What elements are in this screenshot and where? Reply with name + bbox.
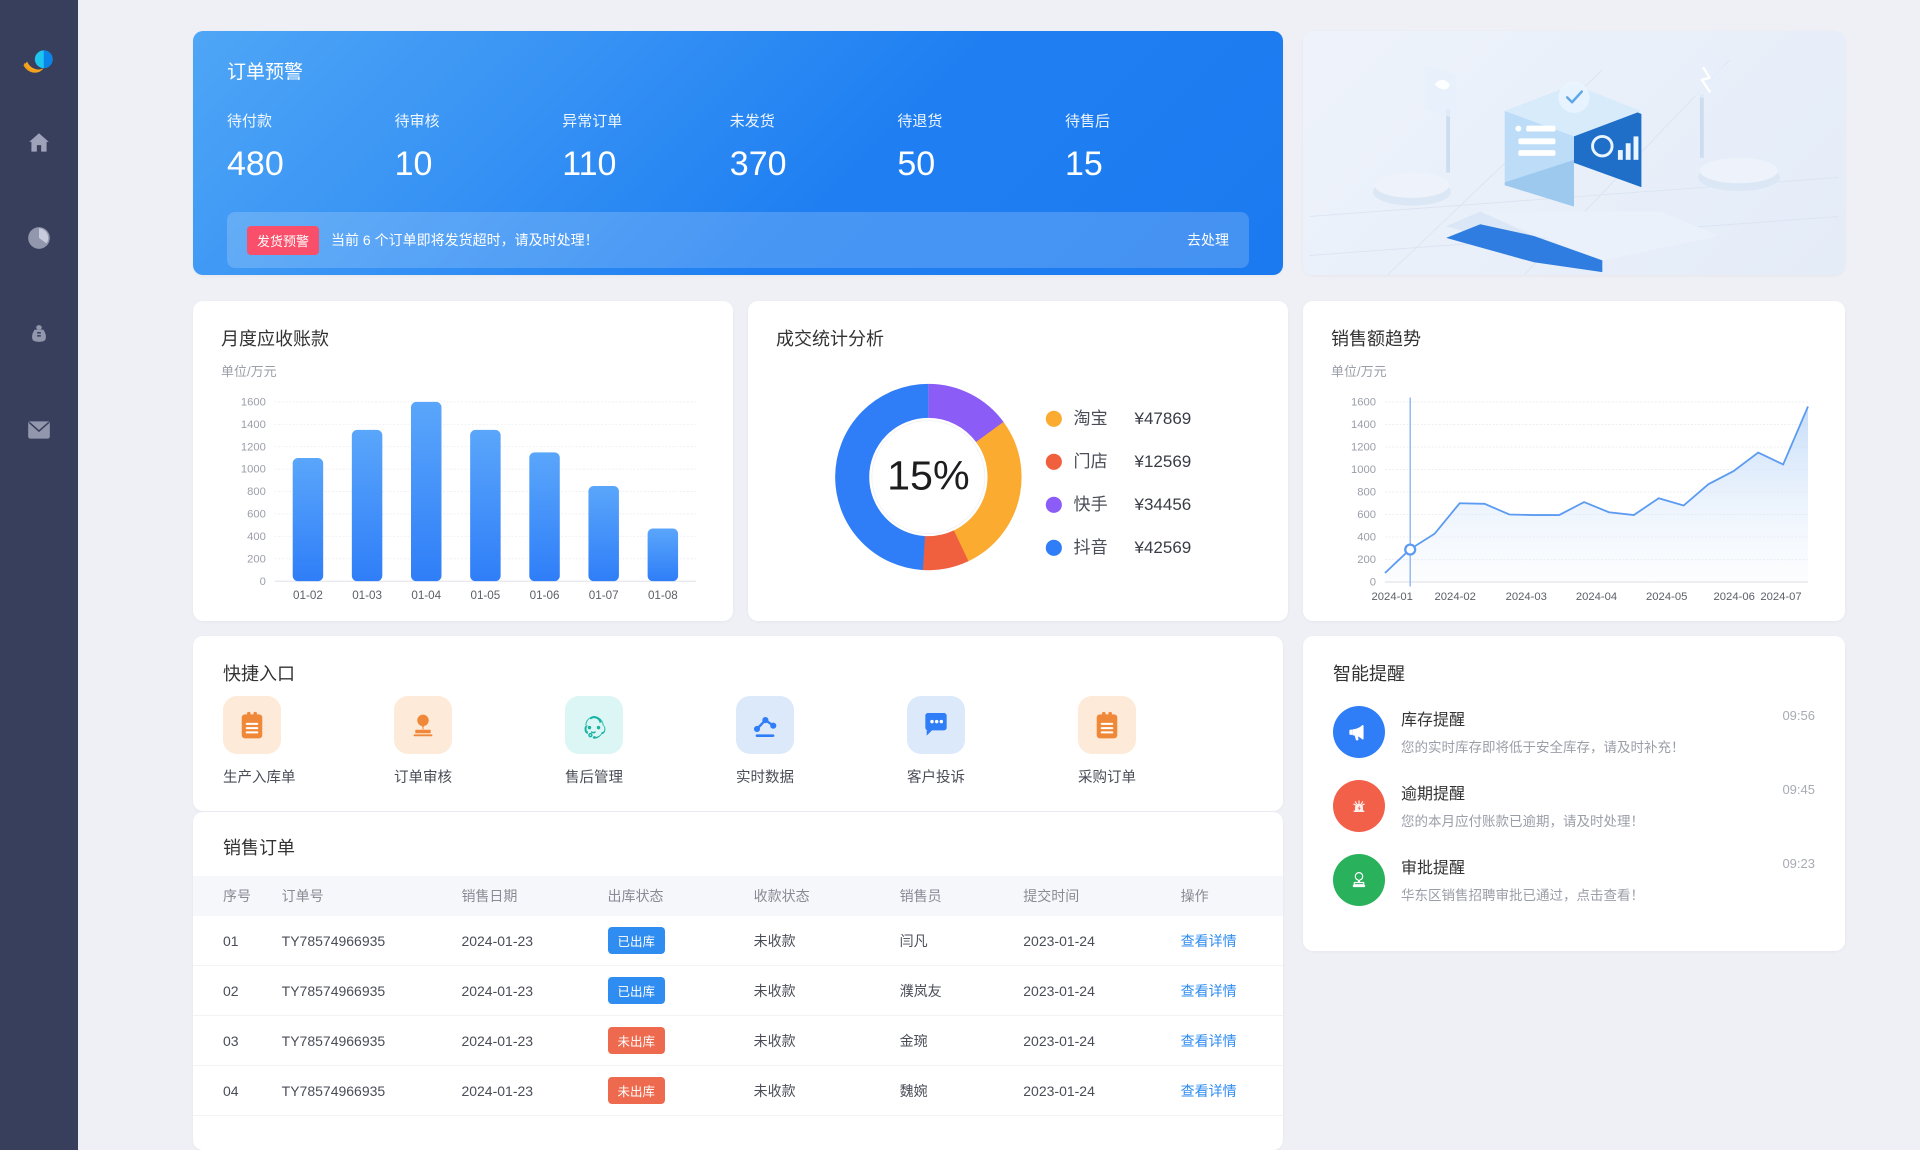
svg-text:01-03: 01-03	[352, 589, 382, 602]
svg-text:01-05: 01-05	[470, 589, 500, 602]
svg-text:0: 0	[1370, 577, 1376, 589]
svg-text:¥12569: ¥12569	[1133, 452, 1191, 471]
svg-text:2024-06: 2024-06	[1714, 591, 1755, 603]
svg-text:400: 400	[1357, 532, 1376, 544]
svg-text:2024-02: 2024-02	[1435, 591, 1476, 603]
svg-text:1600: 1600	[241, 397, 266, 409]
svg-text:1400: 1400	[1351, 419, 1376, 431]
svg-text:2024-05: 2024-05	[1646, 591, 1687, 603]
svg-text:1400: 1400	[241, 419, 266, 431]
svg-text:1000: 1000	[1351, 464, 1376, 476]
svg-text:¥42569: ¥42569	[1133, 538, 1191, 557]
svg-text:1600: 1600	[1351, 397, 1376, 409]
svg-text:01-07: 01-07	[589, 589, 619, 602]
svg-text:2024-03: 2024-03	[1506, 591, 1547, 603]
svg-text:15%: 15%	[887, 453, 970, 499]
svg-text:抖音: 抖音	[1074, 538, 1108, 557]
svg-text:门店: 门店	[1074, 452, 1108, 471]
svg-text:2024-01: 2024-01	[1372, 591, 1413, 603]
svg-text:800: 800	[247, 486, 266, 498]
svg-text:¥47869: ¥47869	[1133, 409, 1191, 428]
svg-text:200: 200	[247, 553, 266, 565]
svg-text:01-06: 01-06	[530, 589, 560, 602]
svg-text:01-02: 01-02	[293, 589, 323, 602]
svg-text:600: 600	[247, 509, 266, 521]
svg-text:¥34456: ¥34456	[1133, 495, 1191, 514]
svg-text:淘宝: 淘宝	[1074, 409, 1108, 428]
svg-text:0: 0	[260, 576, 266, 588]
svg-text:200: 200	[1357, 554, 1376, 566]
svg-text:1200: 1200	[1351, 442, 1376, 454]
svg-text:2024-04: 2024-04	[1576, 591, 1617, 603]
svg-text:600: 600	[1357, 509, 1376, 521]
svg-text:400: 400	[247, 531, 266, 543]
svg-text:1200: 1200	[241, 441, 266, 453]
svg-text:01-08: 01-08	[648, 589, 678, 602]
svg-text:01-04: 01-04	[411, 589, 441, 602]
svg-text:1000: 1000	[241, 464, 266, 476]
svg-text:2024-07: 2024-07	[1760, 591, 1801, 603]
svg-text:800: 800	[1357, 487, 1376, 499]
svg-text:快手: 快手	[1074, 495, 1108, 514]
